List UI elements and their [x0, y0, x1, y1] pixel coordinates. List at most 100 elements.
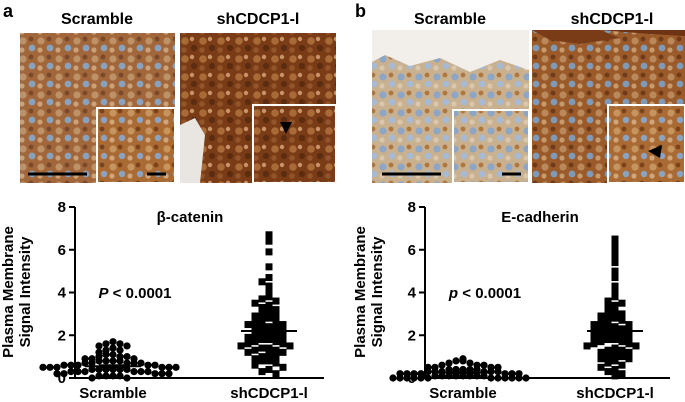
chart-b-point-2-5 [611, 259, 619, 267]
chart-a-point-1-52 [158, 370, 166, 378]
chart-b-point-1-50 [389, 374, 397, 382]
chart-a-point-2-19 [251, 312, 259, 320]
chart-b-point-1-2 [459, 357, 467, 365]
panel-b-letter: b [355, 1, 366, 21]
chart-b-point-2-19 [611, 314, 619, 322]
chart-a-point-2-62 [272, 370, 280, 378]
chart-a-point-1-58 [95, 372, 103, 380]
chart-b-point-2-13 [611, 301, 619, 309]
chart-a-point-2-53 [272, 353, 280, 361]
chart-b-point-2-43 [632, 342, 640, 350]
chart-a-point-2-13 [265, 301, 273, 309]
chart-a-point-2-61 [258, 368, 266, 376]
chart-a-point-1-25 [81, 359, 89, 367]
chart-b-point-2-28 [597, 325, 605, 333]
chart-a-point-1-24 [130, 359, 138, 367]
chart-a-point-1-10 [109, 350, 117, 359]
chart-a-point-1-60 [88, 374, 96, 382]
chart-a-point-1-50 [151, 370, 159, 378]
chart-b-point-2-53 [597, 355, 605, 363]
chart-b-point-1-23 [494, 367, 502, 376]
chart-a-point-2-7 [265, 282, 273, 290]
chart-b-point-1-22 [424, 367, 432, 376]
chart-b-point-1-39 [487, 374, 495, 382]
chart-b-ytick-label-6: 6 [408, 242, 416, 259]
chart-b-point-2-44 [583, 342, 591, 350]
chart-a-point-2-9 [265, 293, 273, 301]
chart-a-point-1-6 [109, 344, 117, 352]
chart-b-p-value: < 0.0001 [458, 285, 521, 302]
chart-a-point-1-49 [67, 367, 75, 376]
chart-a-point-1-34 [165, 363, 173, 371]
chart-b-point-2-23 [625, 321, 633, 329]
chart-a-ylabel-line2: Signal Intensity [17, 236, 34, 348]
chart-b-point-2-3 [611, 248, 619, 256]
chart-a-point-2-51 [265, 350, 273, 358]
chart-a-point-1-18 [109, 357, 117, 365]
chart-b-point-1-48 [396, 374, 404, 382]
chart-a-category-label-2: shCDCP1-l [230, 385, 308, 402]
chart-b-point-2-35 [625, 333, 633, 341]
chart-a-point-1-20 [116, 357, 124, 365]
chart-b-point-1-5 [445, 359, 453, 367]
chart-a-point-2-16 [265, 308, 273, 316]
chart-a-point-1-31 [60, 361, 68, 369]
chart-b-point-2-10 [611, 293, 619, 301]
chart-a-ylabel-line1: Plasma Membrane [0, 226, 17, 358]
chart-b-point-2-22 [597, 318, 605, 326]
chart-b-point-2-17 [618, 310, 626, 318]
chart-b-point-2-56 [604, 359, 612, 367]
chart-b-point-1-43 [501, 374, 509, 382]
panel-b-scramble-label: Scramble [414, 11, 486, 28]
chart-a-point-2-17 [258, 310, 266, 318]
chart-b-point-2-36 [590, 333, 598, 341]
chart-b-point-2-38 [604, 336, 612, 344]
chart-b-point-1-45 [508, 374, 516, 382]
chart-a-point-2-32 [258, 329, 266, 337]
panel-a-arrowhead-icon [280, 122, 292, 134]
chart-a-point-1-51 [60, 370, 68, 378]
chart-a-point-2-23 [251, 318, 259, 326]
chart-a-point-1-14 [123, 353, 131, 361]
chart-a-point-2-42 [244, 340, 252, 348]
chart-b-point-2-12 [618, 299, 626, 307]
chart-a-point-1-44 [130, 367, 138, 376]
chart-b-point-1-38 [431, 372, 439, 380]
chart-a-point-2-8 [265, 289, 273, 296]
panel-a-shcdcp1-label: shCDCP1-l [217, 11, 300, 28]
chart-a-point-2-28 [272, 325, 280, 333]
chart-a-point-1-3 [116, 340, 124, 348]
chart-a-p-value: < 0.0001 [109, 285, 172, 302]
chart-b-point-2-4 [611, 252, 619, 260]
panel-a-shcdcp1-inset [252, 104, 337, 184]
chart-a-point-1-26 [137, 359, 145, 367]
chart-a-point-1-32 [158, 363, 166, 371]
chart-b-point-2-51 [604, 353, 612, 361]
chart-a-point-1-46 [137, 367, 145, 376]
chart-b-point-1-36 [438, 372, 446, 380]
chart-a-point-2-52 [258, 353, 266, 361]
chart-b-point-2-52 [618, 353, 626, 361]
chart-a-point-2-60 [265, 365, 273, 373]
chart-a-point-2-5 [265, 274, 273, 282]
chart-a-point-2-25 [244, 321, 252, 329]
chart-a-point-1-4 [95, 342, 103, 350]
chart-b-point-2-55 [611, 357, 619, 365]
chart-a-point-1-19 [102, 357, 110, 365]
chart-b-point-2-54 [625, 355, 633, 363]
chart-b-point-1-42 [417, 374, 425, 382]
chart-a-ytick-label-4: 4 [58, 285, 67, 302]
chart-b-ylabel-line2: Signal Intensity [369, 236, 386, 348]
chart-a-point-1-21 [95, 357, 103, 365]
chart-b-point-2-59 [611, 365, 619, 373]
chart-b-p-annotation: p < 0.0001 [448, 285, 521, 302]
chart-a-point-1-55 [109, 372, 117, 380]
chart-a-point-1-48 [144, 367, 152, 376]
chart-b-point-2-48 [597, 348, 605, 356]
chart-a-point-1-2 [102, 340, 110, 348]
chart-b-point-2-11 [604, 297, 612, 305]
chart-a-point-1-23 [88, 359, 96, 367]
chart-b-point-1-47 [515, 374, 523, 382]
chart-b-point-2-47 [618, 346, 626, 354]
chart-a-point-2-59 [279, 363, 287, 371]
